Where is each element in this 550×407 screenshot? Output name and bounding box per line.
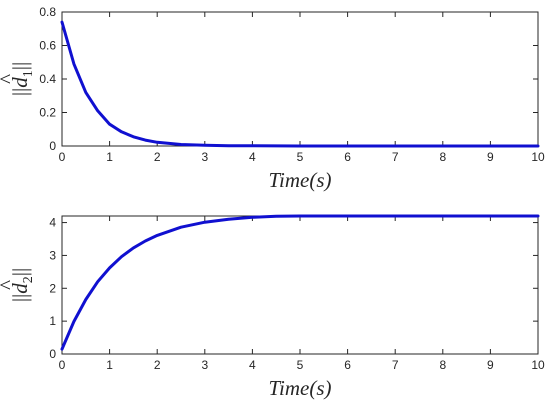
bottom-plot-xtick-label: 7 [392,358,399,372]
bottom-plot-ylabel: ||d2|| [8,268,36,302]
top-plot-xtick-label: 4 [249,150,256,164]
bottom-plot-xtick-label: 1 [106,358,113,372]
bottom-plot-xtick-label: 5 [297,358,304,372]
bottom-plot-curve-d2 [60,214,540,351]
bottom-plot-xtick-label: 10 [531,358,545,372]
top-plot-xtick-label: 7 [392,150,399,164]
top-plot-xtick-label: 5 [297,150,304,164]
top-plot-axes [61,11,539,147]
top-plot-xtick-label: 10 [531,150,545,164]
top-plot-ylabel-variable: d [8,77,32,88]
bottom-plot-xtick-label: 4 [249,358,256,372]
top-plot-xtick-label: 9 [487,150,494,164]
bottom-plot-ylabel-subscript: 2 [21,276,36,283]
top-plot-xtick-label: 2 [154,150,161,164]
bottom-plot-ylabel-open-bars: || [8,294,32,302]
bottom-plot-ylabel-variable: d [8,283,32,294]
top-plot-ytick-label: 0.2 [39,106,56,120]
bottom-plot-ytick-label: 2 [49,281,56,295]
bottom-plot-ylabel-hat: ^ [0,280,19,290]
top-plot-xlabel: Time(s) [269,168,332,192]
bottom-plot-xlabel: Time(s) [269,376,332,400]
bottom-plot-ytick-label: 1 [49,314,56,328]
bottom-plot-ylabel-close-bars: || [8,268,32,276]
bottom-plot-ticks: 0 1 2 3 4 5 6 7 8 9 10 0 1 2 3 4 [49,216,545,372]
bottom-plot-ytick-label: 0 [49,347,56,361]
top-plot-ylabel-close-bars: || [8,62,32,70]
top-plot-xtick-label: 3 [201,150,208,164]
top-plot-xtick-label: 8 [439,150,446,164]
top-plot-ytick-label: 0.6 [39,39,56,53]
top-plot-xtick-label: 1 [106,150,113,164]
top-plot-ticks: 0 1 2 3 4 5 6 7 8 9 10 0 0.2 0.4 0.6 0.8 [39,5,545,164]
bottom-plot-ytick-label: 3 [49,248,56,262]
top-plot-ylabel: ||d1|| [8,62,36,96]
top-plot-xtick-label: 6 [344,150,351,164]
bottom-plot-ytick-label: 4 [49,216,56,230]
top-plot-ylabel-hat: ^ [0,74,19,84]
bottom-plot-axes [61,215,539,355]
top-plot-ytick-label: 0.8 [39,5,56,19]
top-plot-ytick-label: 0 [49,139,56,153]
bottom-plot-xtick-label: 2 [154,358,161,372]
top-plot-xtick-label: 0 [59,150,66,164]
bottom-plot-xtick-label: 9 [487,358,494,372]
top-plot-ylabel-open-bars: || [8,88,32,96]
bottom-plot-xtick-label: 6 [344,358,351,372]
bottom-plot-xtick-label: 8 [439,358,446,372]
top-plot-curve-d1 [60,20,540,148]
bottom-plot-xtick-label: 0 [59,358,66,372]
bottom-plot-xtick-label: 3 [201,358,208,372]
top-plot-ytick-label: 0.4 [39,72,56,86]
top-plot-ylabel-subscript: 1 [21,70,36,77]
